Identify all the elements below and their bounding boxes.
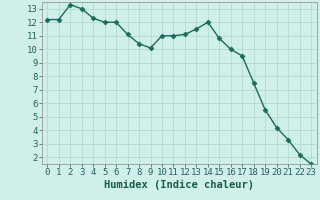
X-axis label: Humidex (Indice chaleur): Humidex (Indice chaleur) — [104, 180, 254, 190]
